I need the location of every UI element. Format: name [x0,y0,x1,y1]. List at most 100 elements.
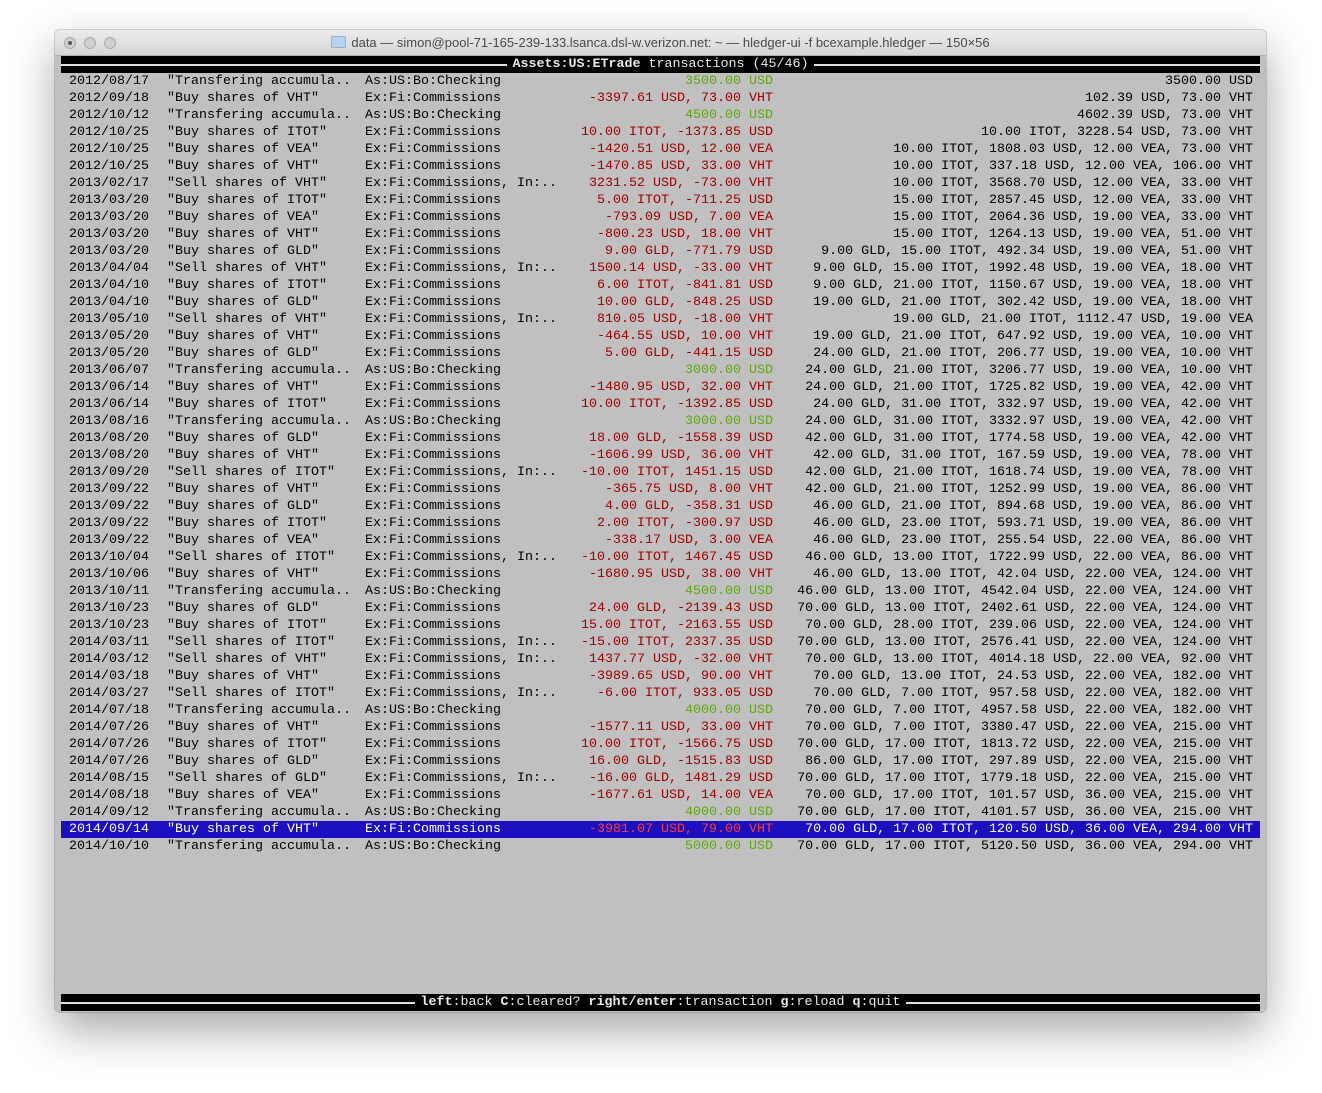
other-account: As:US:Bo:Checking [365,805,501,820]
other-account: As:US:Bo:Checking [365,414,501,429]
amount: 3000.00 USD [685,414,773,429]
description: "Transfering accumula.. [167,584,351,599]
transaction-row[interactable]: 2012/09/18 "Buy shares of VHT" Ex:Fi:Commi… [61,90,1260,107]
transaction-row[interactable]: 2013/03/20 "Buy shares of VHT" Ex:Fi:Commi… [61,226,1260,243]
running-balance: 9.00 GLD, 15.00 ITOT, 492.34 USD, 19.00 … [821,244,1253,259]
transaction-row[interactable]: 2014/10/10 "Transfering accumula.. As:US:B… [61,838,1260,855]
other-account: Ex:Fi:Commissions [365,295,501,310]
transaction-row[interactable]: 2014/03/18 "Buy shares of VHT" Ex:Fi:Commi… [61,668,1260,685]
transaction-row[interactable]: 2012/10/25 "Buy shares of VEA" Ex:Fi:Commi… [61,141,1260,158]
transaction-row[interactable]: 2014/07/26 "Buy shares of ITOT" Ex:Fi:Comm… [61,736,1260,753]
description: "Transfering accumula.. [167,703,351,718]
running-balance: 102.39 USD, 73.00 VHT [1085,91,1253,106]
other-account: Ex:Fi:Commissions [365,380,501,395]
date: 2012/10/25 [69,159,149,174]
transaction-list[interactable]: 2012/08/17 "Transfering accumula.. As:US:B… [61,73,1260,855]
amount: -6.00 ITOT, 933.05 USD [597,686,773,701]
terminal-screen[interactable]: Assets:US:ETrade transactions (45/46) 20… [61,56,1260,1011]
amount: -800.23 USD, 18.00 VHT [597,227,773,242]
other-account: Ex:Fi:Commissions [365,244,501,259]
date: 2013/09/22 [69,516,149,531]
key-name: q [852,995,861,1010]
other-account: Ex:Fi:Commissions, In:.. [365,550,557,565]
description: "Buy shares of ITOT" [167,278,327,293]
amount: 2.00 ITOT, -300.97 USD [597,516,773,531]
transaction-row[interactable]: 2013/03/20 "Buy shares of VEA" Ex:Fi:Commi… [61,209,1260,226]
running-balance: 4602.39 USD, 73.00 VHT [1077,108,1253,123]
description: "Sell shares of ITOT" [167,550,335,565]
transaction-row[interactable]: 2013/09/22 "Buy shares of VEA" Ex:Fi:Commi… [61,532,1260,549]
transaction-row[interactable]: 2014/03/11 "Sell shares of ITOT" Ex:Fi:Com… [61,634,1260,651]
running-balance: 70.00 GLD, 17.00 ITOT, 4101.57 USD, 36.0… [797,805,1253,820]
transaction-row[interactable]: 2013/02/17 "Sell shares of VHT" Ex:Fi:Comm… [61,175,1260,192]
minimize-button[interactable] [84,37,96,49]
transaction-row[interactable]: 2014/07/26 "Buy shares of VHT" Ex:Fi:Commi… [61,719,1260,736]
transaction-row[interactable]: 2013/04/10 "Buy shares of GLD" Ex:Fi:Commi… [61,294,1260,311]
amount: -1420.51 USD, 12.00 VEA [589,142,773,157]
transaction-row[interactable]: 2012/10/25 "Buy shares of ITOT" Ex:Fi:Comm… [61,124,1260,141]
amount: -16.00 GLD, 1481.29 USD [589,771,773,786]
transaction-row[interactable]: 2013/09/22 "Buy shares of GLD" Ex:Fi:Commi… [61,498,1260,515]
description: "Buy shares of VHT" [167,822,319,837]
close-button[interactable] [64,37,76,49]
date: 2014/03/12 [69,652,149,667]
description: "Buy shares of VHT" [167,669,319,684]
key-action: transaction [684,995,773,1010]
transaction-row[interactable]: 2013/03/20 "Buy shares of GLD" Ex:Fi:Commi… [61,243,1260,260]
description: "Transfering accumula.. [167,839,351,854]
other-account: Ex:Fi:Commissions [365,91,501,106]
transaction-row[interactable]: 2013/05/20 "Buy shares of GLD" Ex:Fi:Commi… [61,345,1260,362]
transaction-row[interactable]: 2013/09/22 "Buy shares of ITOT" Ex:Fi:Comm… [61,515,1260,532]
date: 2014/07/26 [69,737,149,752]
description: "Buy shares of ITOT" [167,397,327,412]
other-account: Ex:Fi:Commissions, In:.. [365,686,557,701]
transaction-row[interactable]: 2013/04/10 "Buy shares of ITOT" Ex:Fi:Comm… [61,277,1260,294]
selected-transaction-row[interactable]: 2014/09/14 "Buy shares of VHT" Ex:Fi:Commi… [61,821,1260,838]
key-name: left [420,995,453,1010]
amount: -15.00 ITOT, 2337.35 USD [581,635,773,650]
description: "Buy shares of GLD" [167,295,319,310]
transaction-row[interactable]: 2012/10/25 "Buy shares of VHT" Ex:Fi:Commi… [61,158,1260,175]
amount: 24.00 GLD, -2139.43 USD [589,601,773,616]
other-account: Ex:Fi:Commissions [365,482,501,497]
transaction-row[interactable]: 2013/10/06 "Buy shares of VHT" Ex:Fi:Commi… [61,566,1260,583]
transaction-row[interactable]: 2013/10/11 "Transfering accumula.. As:US:B… [61,583,1260,600]
running-balance: 70.00 GLD, 13.00 ITOT, 4014.18 USD, 22.0… [805,652,1253,667]
amount: -1677.61 USD, 14.00 VEA [589,788,773,803]
transaction-row[interactable]: 2014/08/15 "Sell shares of GLD" Ex:Fi:Comm… [61,770,1260,787]
transaction-row[interactable]: 2013/05/10 "Sell shares of VHT" Ex:Fi:Comm… [61,311,1260,328]
transaction-row[interactable]: 2012/10/12 "Transfering accumula.. As:US:B… [61,107,1260,124]
running-balance: 19.00 GLD, 21.00 ITOT, 647.92 USD, 19.00… [813,329,1253,344]
transaction-row[interactable]: 2013/09/20 "Sell shares of ITOT" Ex:Fi:Com… [61,464,1260,481]
transaction-row[interactable]: 2013/10/23 "Buy shares of ITOT" Ex:Fi:Comm… [61,617,1260,634]
running-balance: 24.00 GLD, 21.00 ITOT, 206.77 USD, 19.00… [813,346,1253,361]
transaction-row[interactable]: 2014/07/18 "Transfering accumula.. As:US:B… [61,702,1260,719]
transaction-row[interactable]: 2013/06/14 "Buy shares of VHT" Ex:Fi:Commi… [61,379,1260,396]
transaction-row[interactable]: 2012/08/17 "Transfering accumula.. As:US:B… [61,73,1260,90]
transaction-row[interactable]: 2013/06/14 "Buy shares of ITOT" Ex:Fi:Comm… [61,396,1260,413]
running-balance: 24.00 GLD, 31.00 ITOT, 332.97 USD, 19.00… [813,397,1253,412]
transaction-row[interactable]: 2014/07/26 "Buy shares of GLD" Ex:Fi:Commi… [61,753,1260,770]
transaction-row[interactable]: 2013/03/20 "Buy shares of ITOT" Ex:Fi:Comm… [61,192,1260,209]
transaction-row[interactable]: 2013/10/04 "Sell shares of ITOT" Ex:Fi:Com… [61,549,1260,566]
other-account: Ex:Fi:Commissions [365,448,501,463]
transaction-row[interactable]: 2013/09/22 "Buy shares of VHT" Ex:Fi:Commi… [61,481,1260,498]
transaction-row[interactable]: 2013/08/20 "Buy shares of GLD" Ex:Fi:Commi… [61,430,1260,447]
transaction-row[interactable]: 2013/04/04 "Sell shares of VHT" Ex:Fi:Comm… [61,260,1260,277]
amount: -464.55 USD, 10.00 VHT [597,329,773,344]
transaction-row[interactable]: 2014/03/27 "Sell shares of ITOT" Ex:Fi:Com… [61,685,1260,702]
header-bar: Assets:US:ETrade transactions (45/46) [61,56,1260,73]
transaction-row[interactable]: 2013/06/07 "Transfering accumula.. As:US:B… [61,362,1260,379]
transaction-row[interactable]: 2013/08/16 "Transfering accumula.. As:US:B… [61,413,1260,430]
transaction-row[interactable]: 2014/03/12 "Sell shares of VHT" Ex:Fi:Comm… [61,651,1260,668]
transaction-row[interactable]: 2013/10/23 "Buy shares of GLD" Ex:Fi:Commi… [61,600,1260,617]
transaction-row[interactable]: 2013/08/20 "Buy shares of VHT" Ex:Fi:Commi… [61,447,1260,464]
transaction-row[interactable]: 2014/08/18 "Buy shares of VEA" Ex:Fi:Commi… [61,787,1260,804]
other-account: Ex:Fi:Commissions [365,499,501,514]
zoom-button[interactable] [104,37,116,49]
date: 2014/03/18 [69,669,149,684]
transaction-row[interactable]: 2013/05/20 "Buy shares of VHT" Ex:Fi:Commi… [61,328,1260,345]
running-balance: 46.00 GLD, 13.00 ITOT, 1722.99 USD, 22.0… [805,550,1253,565]
description: "Buy shares of GLD" [167,244,319,259]
transaction-row[interactable]: 2014/09/12 "Transfering accumula.. As:US:B… [61,804,1260,821]
